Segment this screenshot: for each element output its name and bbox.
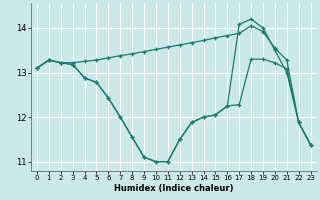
X-axis label: Humidex (Indice chaleur): Humidex (Indice chaleur) <box>114 184 234 193</box>
